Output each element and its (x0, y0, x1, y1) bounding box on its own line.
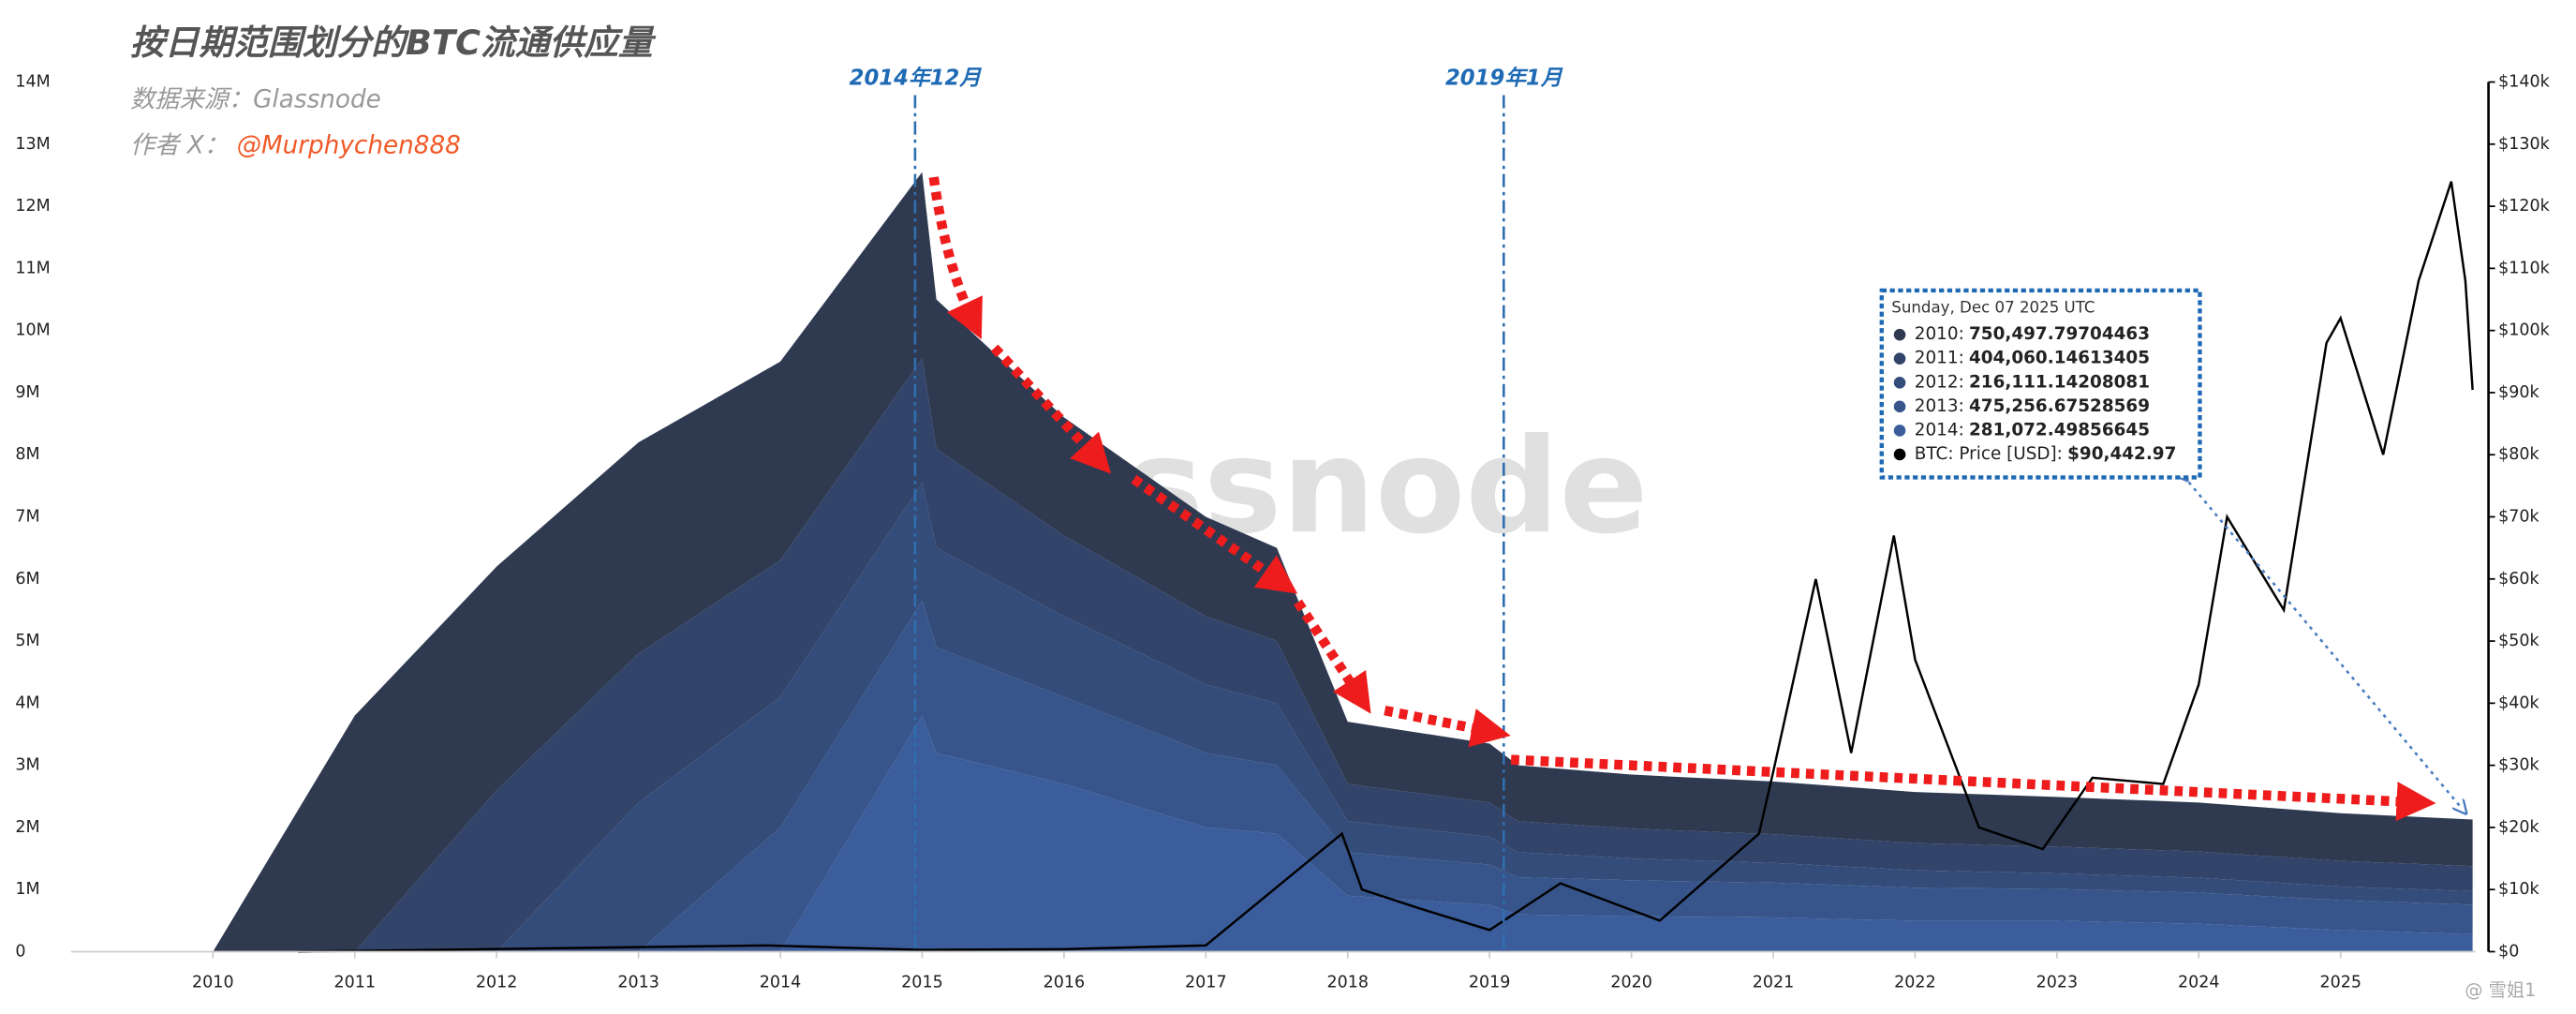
y2-tick-label: $30k (2498, 756, 2539, 775)
tooltip-dot (1893, 352, 1906, 365)
y-tick-label: 8M (15, 445, 39, 464)
tooltip-date: Sunday, Dec 07 2025 UTC (1891, 299, 2095, 317)
tooltip-label: 2012: (1915, 372, 1964, 392)
area (213, 358, 2473, 952)
x-tick-label: 2019 (1469, 974, 1511, 992)
plot: glassnode (213, 95, 2474, 953)
tooltip-value: 475,256.67528569 (1969, 396, 2150, 416)
area (213, 171, 2473, 952)
pointer-arrow (2184, 476, 2463, 809)
area (213, 715, 2473, 952)
x-tick-label: 2023 (2036, 974, 2079, 992)
tooltip-row: 2010: 750,497.79704463 (1915, 324, 2150, 344)
x-tick-label: 2011 (333, 974, 376, 992)
area (213, 600, 2473, 952)
x-tick-label: 2016 (1044, 974, 1086, 992)
y2-tick-label: $80k (2498, 445, 2539, 464)
y-tick-label: 4M (15, 693, 39, 712)
tooltip: Sunday, Dec 07 2025 UTC 2010: 750,497.797… (1879, 288, 2202, 480)
y-tick-label: 12M (15, 197, 50, 216)
y2-tick-label: $70k (2498, 508, 2539, 527)
tooltip-dot (1893, 400, 1906, 413)
y-tick-label: 11M (15, 259, 50, 277)
y-tick-label: 1M (15, 880, 39, 899)
y-tick-label: 14M (15, 73, 50, 92)
y2-tick-label: $110k (2498, 259, 2551, 277)
x-tick-label: 2025 (2319, 974, 2361, 992)
arrow (990, 344, 1112, 474)
x-tick-label: 2013 (617, 974, 659, 992)
y2-tick-label: $140k (2498, 73, 2551, 92)
tooltip-label: 2010: (1915, 324, 1964, 344)
arrow (1294, 599, 1371, 714)
y-tick-label: 10M (15, 321, 50, 340)
author-prefix: 作者 X： (130, 131, 229, 159)
annotation-label: 2014年12月 (850, 67, 983, 91)
tooltip-row: 2013: 475,256.67528569 (1915, 396, 2150, 416)
author: @Murphychen888 (237, 131, 461, 159)
y2-tick-label: $90k (2498, 383, 2539, 402)
x-tick-label: 2020 (1610, 974, 1652, 992)
tooltip-dot (1893, 448, 1906, 461)
y-tick-label: 13M (15, 135, 50, 154)
tooltip-label: 2014: (1915, 420, 1964, 440)
tooltip-value: 216,111.14208081 (1969, 372, 2150, 392)
source: 数据来源：Glassnode (130, 85, 381, 113)
arrow (1384, 705, 1511, 748)
y2-tick-label: $40k (2498, 693, 2539, 712)
tooltip-value: 404,060.14613405 (1969, 349, 2150, 368)
tooltip-box (1879, 288, 2202, 480)
tooltip-value: $90,442.97 (2067, 444, 2176, 464)
tooltip-label: BTC: Price [USD]: (1915, 444, 2063, 464)
tooltip-label: 2011: (1915, 349, 1964, 368)
y-tick-label: 5M (15, 632, 39, 650)
y2-tick-label: $20k (2498, 818, 2539, 837)
y2-tick-label: $0 (2498, 942, 2519, 961)
x-tick-label: 2021 (1753, 974, 1795, 992)
arrow (928, 176, 983, 340)
price-line (298, 181, 2474, 953)
tooltip-label: 2013: (1915, 396, 1964, 416)
y-tick-label: 9M (15, 383, 39, 402)
arrow (1131, 474, 1298, 594)
x-tick-label: 2015 (901, 974, 943, 992)
tooltip-dot (1893, 376, 1906, 389)
y2-tick-label: $10k (2498, 880, 2539, 899)
y-tick-label: 2M (15, 818, 39, 837)
x-tick-label: 2014 (760, 974, 802, 992)
tooltip-dot (1893, 328, 1906, 341)
corner-note: @ 雪姐1 (2465, 979, 2536, 1001)
y-tick-label: 3M (15, 756, 39, 775)
y2-tick-label: $60k (2498, 570, 2539, 589)
chart-title: 按日期范围划分的BTC流通供应量 (130, 22, 657, 63)
y2-tick-label: $120k (2498, 197, 2551, 216)
y2-tick-label: $130k (2498, 135, 2551, 154)
x-tick-label: 2012 (476, 974, 518, 992)
tooltip-dot (1893, 425, 1906, 437)
x-tick-label: 2017 (1185, 974, 1227, 992)
tooltip-row: 2012: 216,111.14208081 (1915, 372, 2150, 392)
x-tick-label: 2022 (1894, 974, 1936, 992)
y-tick-label: 6M (15, 570, 39, 589)
y-tick-label: 7M (15, 508, 39, 527)
x-tick-label: 2010 (192, 974, 234, 992)
y2-tick-label: $100k (2498, 321, 2551, 340)
tooltip-row: 2014: 281,072.49856645 (1915, 420, 2150, 440)
tooltip-value: 281,072.49856645 (1969, 420, 2150, 440)
y2-tick-label: $50k (2498, 632, 2539, 650)
x-tick-label: 2024 (2178, 974, 2220, 992)
tooltip-row: 2011: 404,060.14613405 (1915, 349, 2150, 368)
tooltip-value: 750,497.79704463 (1969, 324, 2150, 344)
x-tick-label: 2018 (1326, 974, 1369, 992)
tooltip-row: BTC: Price [USD]: $90,442.97 (1915, 444, 2177, 464)
tooltip-rows: 2010: 750,497.79704463 2011: 404,060.146134… (1893, 324, 2177, 464)
y-tick-label: 0 (15, 942, 25, 961)
annotation-label: 2019年1月 (1445, 67, 1563, 91)
